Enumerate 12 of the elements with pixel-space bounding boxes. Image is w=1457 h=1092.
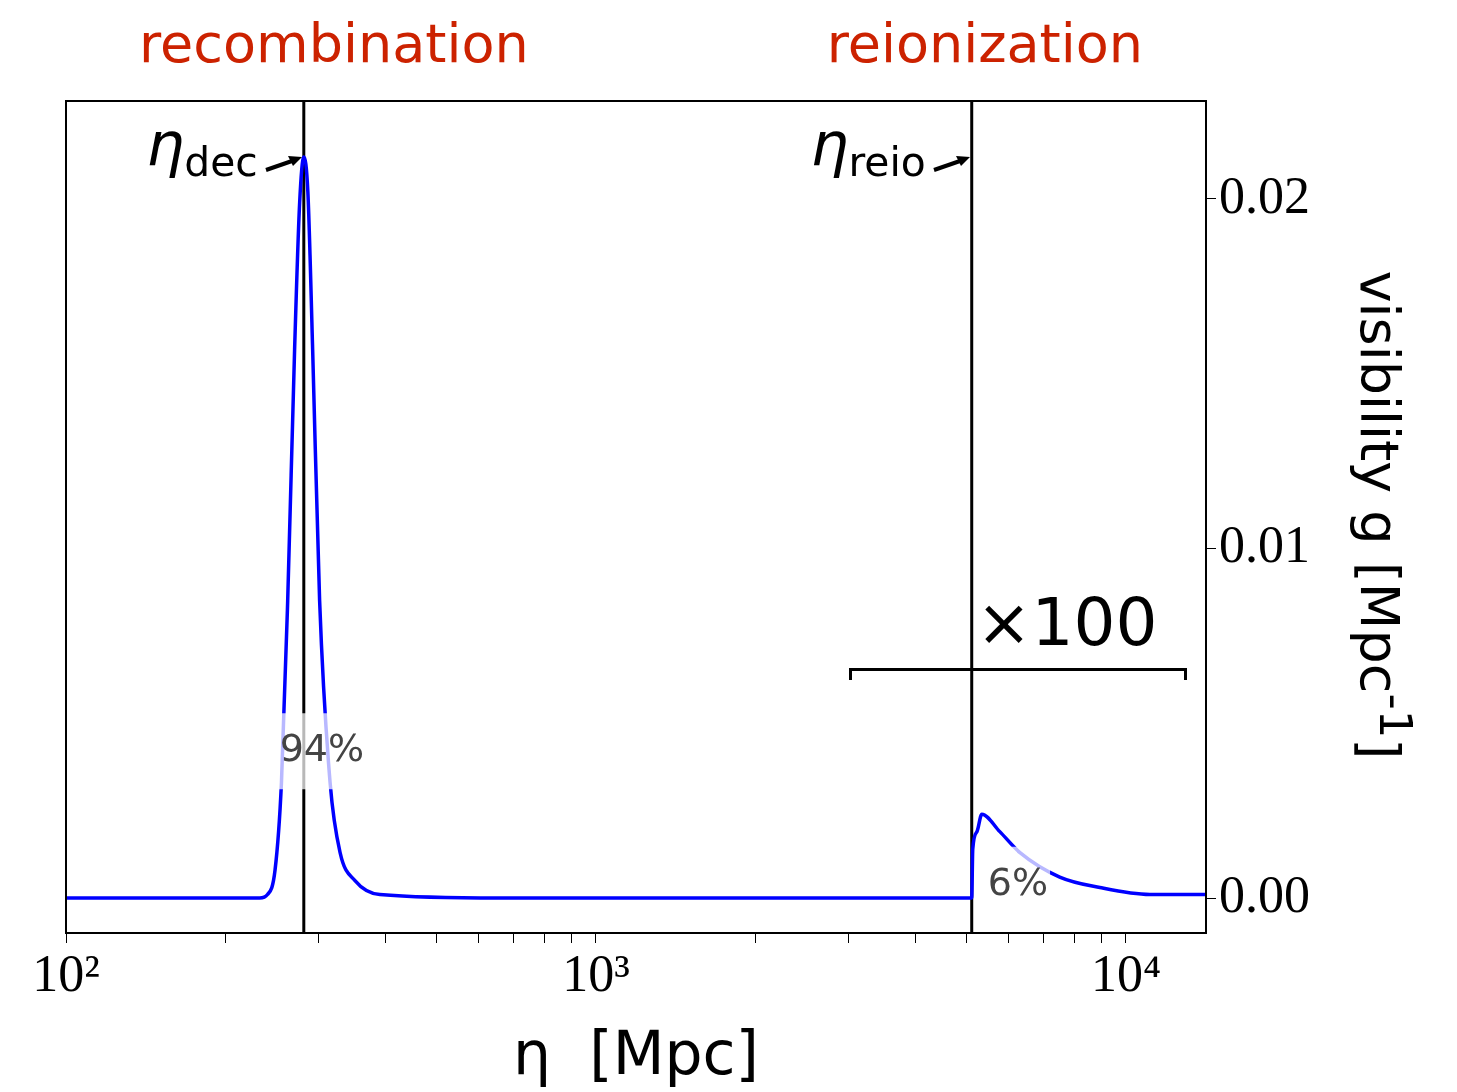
annotation: 6%: [987, 859, 1049, 904]
annotation: 94%: [279, 726, 365, 771]
y-tick-label: 0.02: [1219, 166, 1310, 224]
text: reionization: [826, 12, 1144, 75]
y-tick-label: 0.01: [1219, 516, 1310, 574]
text: recombination: [139, 12, 529, 75]
x-tick-label: 10²: [32, 944, 100, 1002]
x-axis-title: η [Mpc]: [512, 1018, 760, 1088]
x-tick-label: 10⁴: [1090, 944, 1162, 1002]
annotation: ×100: [976, 583, 1158, 661]
x-tick-label: 10³: [562, 944, 630, 1002]
y-tick-label: 0.00: [1219, 865, 1310, 923]
